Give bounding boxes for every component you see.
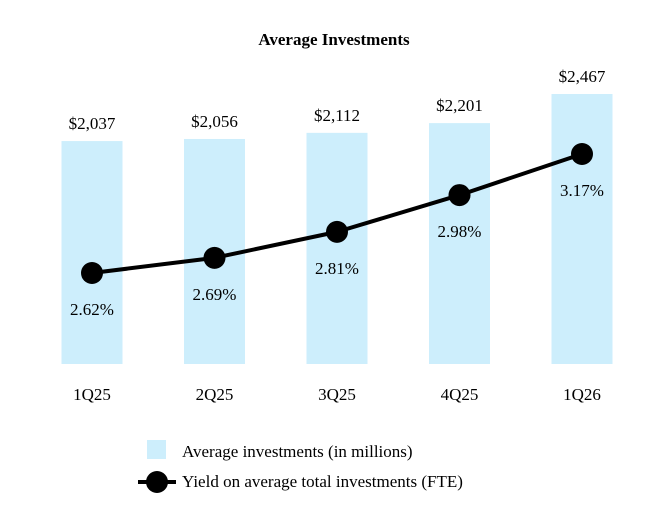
legend-bar-swatch [147, 440, 166, 459]
yield-value-label: 2.69% [193, 285, 237, 304]
yield-value-label: 2.98% [438, 222, 482, 241]
x-tick-label: 1Q26 [563, 385, 601, 404]
yield-value-label: 2.81% [315, 259, 359, 278]
bar-value-label: $2,467 [559, 67, 606, 86]
point-labels-layer: 2.62% 2.69% 2.81% 2.98% 3.17% [70, 181, 604, 319]
bar-1q25 [61, 141, 123, 364]
yield-point-1q25 [81, 262, 103, 284]
x-tick-label: 3Q25 [318, 385, 356, 404]
yield-value-label: 2.62% [70, 300, 114, 319]
bar-1q26 [551, 94, 613, 364]
bar-4q25 [429, 123, 490, 365]
bar-value-label: $2,037 [69, 114, 116, 133]
yield-point-1q26 [571, 142, 593, 165]
yield-point-2q25 [203, 246, 226, 269]
x-tick-label: 2Q25 [196, 385, 234, 404]
points-layer [81, 142, 593, 284]
bar-value-label: $2,056 [191, 112, 238, 131]
x-tick-label: 4Q25 [441, 385, 479, 404]
bar-value-label: $2,112 [314, 106, 360, 125]
yield-value-label: 3.17% [560, 181, 604, 200]
x-tick-label: 1Q25 [73, 385, 111, 404]
bar-labels-layer: $2,037 $2,056 $2,112 $2,201 $2,467 [69, 67, 606, 133]
chart-title: Average Investments [258, 30, 410, 49]
legend: Average investments (in millions) Yield … [138, 440, 463, 493]
x-axis-tick-labels: 1Q25 2Q25 3Q25 4Q25 1Q26 [73, 385, 601, 404]
legend-label-line: Yield on average total investments (FTE) [182, 472, 463, 491]
legend-line-marker [146, 471, 168, 493]
bar-value-label: $2,201 [436, 96, 483, 115]
legend-label-bars: Average investments (in millions) [182, 442, 413, 461]
yield-point-4q25 [448, 184, 471, 207]
bar-3q25 [306, 132, 368, 364]
yield-point-3q25 [326, 220, 348, 243]
